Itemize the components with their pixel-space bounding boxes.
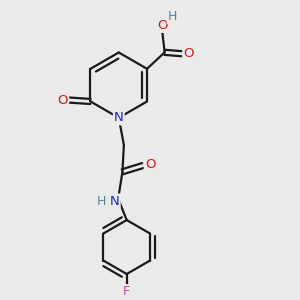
Text: H: H xyxy=(97,194,106,208)
Text: O: O xyxy=(145,158,155,171)
Text: H: H xyxy=(168,10,177,23)
Text: O: O xyxy=(58,94,68,106)
Text: O: O xyxy=(157,19,168,32)
Text: N: N xyxy=(114,111,124,124)
Text: N: N xyxy=(110,194,120,208)
Text: F: F xyxy=(123,285,130,298)
Text: O: O xyxy=(183,47,194,60)
